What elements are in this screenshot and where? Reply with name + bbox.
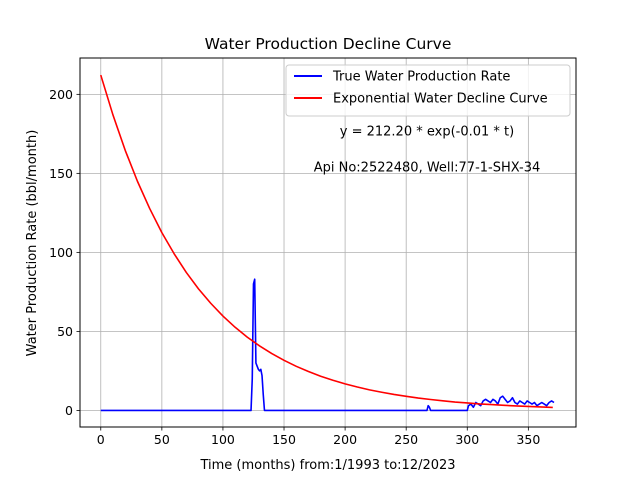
y-axis: 0 50 100 150 200 bbox=[49, 87, 80, 418]
series-layer bbox=[100, 74, 555, 412]
x-tick-label: 150 bbox=[272, 432, 296, 447]
x-tick-label: 50 bbox=[154, 432, 170, 447]
x-tick-label: 300 bbox=[455, 432, 479, 447]
x-tick-label: 0 bbox=[97, 432, 105, 447]
x-tick-label: 350 bbox=[516, 432, 540, 447]
well-annotation: Api No:2522480, Well:77-1-SHX-34 bbox=[314, 161, 541, 176]
legend-label-true-rate: True Water Production Rate bbox=[332, 70, 510, 85]
x-axis-label: Time (months) from:1/1993 to:12/2023 bbox=[199, 458, 455, 473]
x-tick-label: 100 bbox=[211, 432, 235, 447]
exponential-decline-line bbox=[100, 74, 553, 409]
y-tick-label: 0 bbox=[65, 403, 73, 418]
x-tick-label: 200 bbox=[333, 432, 357, 447]
y-tick-label: 50 bbox=[57, 324, 73, 339]
x-axis: 0 50 100 150 200 250 300 350 bbox=[97, 427, 540, 447]
x-tick-label: 250 bbox=[394, 432, 418, 447]
equation-annotation: y = 212.20 * exp(-0.01 * t) bbox=[340, 125, 514, 140]
y-axis-label: Water Production Rate (bbl/month) bbox=[25, 130, 40, 357]
chart-title: Water Production Decline Curve bbox=[205, 35, 452, 53]
y-tick-label: 100 bbox=[49, 245, 73, 260]
legend-box bbox=[285, 64, 571, 117]
true-water-production-line bbox=[100, 278, 555, 412]
y-tick-label: 150 bbox=[49, 166, 73, 181]
plot-frame bbox=[79, 57, 577, 428]
legend-label-exponential: Exponential Water Decline Curve bbox=[333, 92, 548, 107]
y-tick-label: 200 bbox=[49, 87, 73, 102]
legend: True Water Production Rate Exponential W… bbox=[285, 64, 571, 117]
